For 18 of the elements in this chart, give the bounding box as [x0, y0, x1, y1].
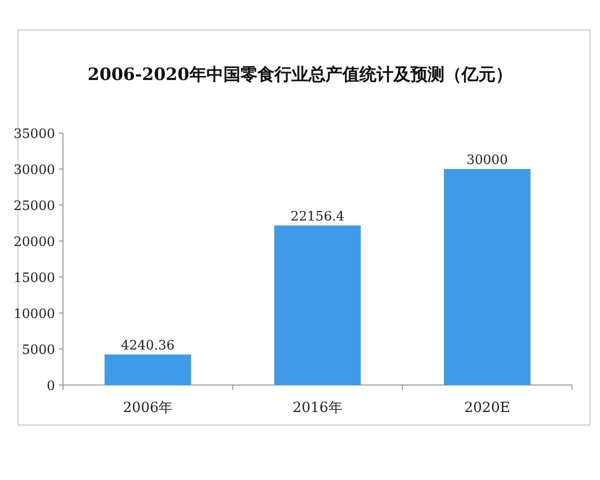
bar — [444, 169, 530, 385]
data-label: 4240.36 — [120, 338, 175, 354]
y-tick-label: 5000 — [22, 343, 55, 358]
y-tick-label: 20000 — [14, 235, 55, 250]
y-tick-label: 15000 — [14, 271, 55, 286]
x-tick-label: 2020E — [464, 400, 510, 416]
y-tick-label: 35000 — [14, 127, 55, 142]
y-tick-label: 25000 — [14, 199, 55, 214]
data-label: 22156.4 — [290, 209, 344, 224]
x-tick-label: 2006年 — [123, 400, 173, 416]
chart-title: 2006-2020年中国零食行业总产值统计及预测（亿元） — [88, 65, 512, 85]
bar — [104, 354, 192, 385]
data-label: 30000 — [466, 153, 508, 168]
bar — [274, 225, 361, 385]
x-tick-label: 2016年 — [292, 400, 342, 416]
y-tick-label: 10000 — [14, 307, 55, 322]
y-tick-label: 0 — [46, 379, 55, 394]
y-tick-label: 30000 — [14, 163, 55, 178]
